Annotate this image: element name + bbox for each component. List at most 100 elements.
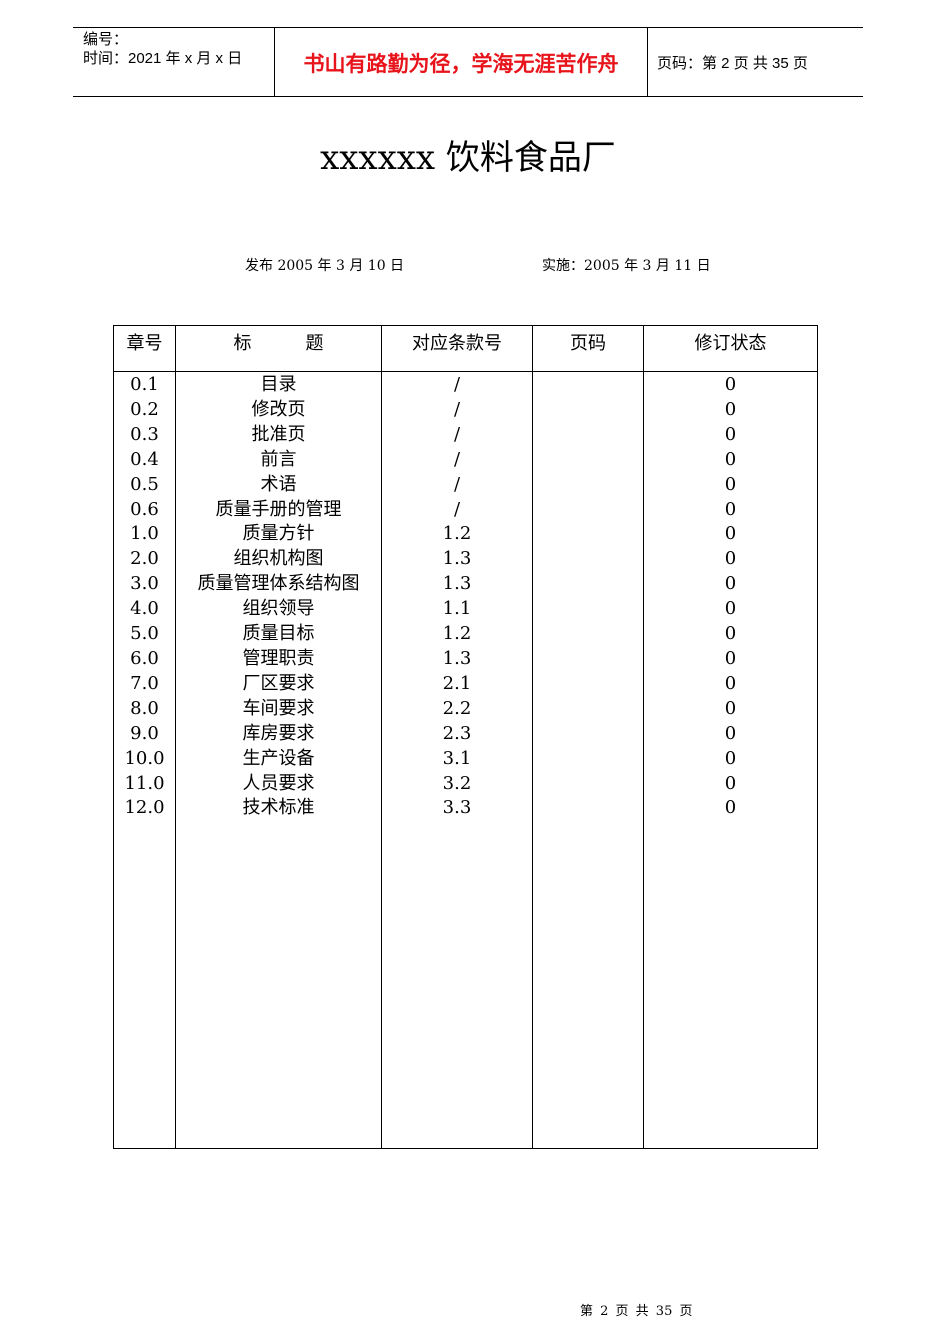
- table-cell: 组织领导: [175, 597, 382, 623]
- table-cell: 0.6: [113, 497, 176, 523]
- table-cell: [381, 821, 533, 1149]
- table-cell: 10.0: [113, 746, 176, 772]
- table-cell: 4.0: [113, 597, 176, 623]
- table-cell: 目录: [175, 371, 382, 398]
- table-cell: 0.2: [113, 397, 176, 423]
- table-cell: 5.0: [113, 622, 176, 647]
- table-cell: 3.3: [381, 796, 533, 822]
- column-header: 对应条款号: [381, 325, 533, 372]
- header-meta: 编号： 时间：2021 年 x 月 x 日: [83, 30, 242, 68]
- table-row: 0.2 修改页/ 0: [113, 397, 818, 423]
- table-cell: [532, 771, 644, 797]
- table-cell: 0: [643, 371, 818, 398]
- table-cell: 3.0: [113, 572, 176, 598]
- column-header: 标 题: [175, 325, 382, 372]
- table-cell: [532, 397, 644, 423]
- table-cell: 2.1: [381, 671, 533, 697]
- table-cell: 质量管理体系结构图: [175, 572, 382, 598]
- table-cell: /: [381, 397, 533, 423]
- table-cell: 1.3: [381, 646, 533, 672]
- table-row: 5.0 质量目标 1.2 0: [113, 622, 818, 647]
- column-header: 修订状态: [643, 325, 818, 372]
- table-row: 9.0 库房要求 2.3 0: [113, 721, 818, 747]
- table-cell: 1.2: [381, 522, 533, 548]
- table-cell: [532, 497, 644, 523]
- table-cell: 人员要求: [175, 771, 382, 797]
- table-cell: 0: [643, 497, 818, 523]
- table-row: 11.0 人员要求 3.2 0: [113, 771, 818, 797]
- table-cell: [532, 671, 644, 697]
- table-row: 6.0 管理职责 1.3 0: [113, 646, 818, 672]
- table-row: 0.6 质量手册的管理/ 0: [113, 497, 818, 523]
- table-cell: 0: [643, 746, 818, 772]
- table-row: 1.0 质量方针 1.2 0: [113, 522, 818, 548]
- page-info: 页码：第 2 页 共 35 页: [657, 55, 808, 72]
- table-row: 10.0 生产设备 3.1 0: [113, 746, 818, 772]
- table-row: 4.0 组织领导 1.1 0: [113, 597, 818, 623]
- table-cell: 0: [643, 646, 818, 672]
- table-cell: 0: [643, 671, 818, 697]
- divider: [647, 28, 648, 96]
- document-title: xxxxxx 饮料食品厂: [320, 138, 616, 178]
- table-cell: [532, 746, 644, 772]
- table-cell: /: [381, 447, 533, 473]
- table-cell: 7.0: [113, 671, 176, 697]
- column-header: 页码: [532, 325, 644, 372]
- table-cell: [532, 422, 644, 448]
- table-row: 3.0 质量管理体系结构图 1.3 0: [113, 572, 818, 598]
- table-cell: 0: [643, 597, 818, 623]
- table-cell: 技术标准: [175, 796, 382, 822]
- table-cell: 批准页: [175, 422, 382, 448]
- table-cell: 厂区要求: [175, 671, 382, 697]
- table-header: 章号标 题对应条款号 页码 修订状态: [113, 325, 818, 372]
- table-cell: 9.0: [113, 721, 176, 747]
- table-row: 7.0 厂区要求 2.1 0: [113, 671, 818, 697]
- table-cell: 0: [643, 622, 818, 647]
- table-cell: /: [381, 422, 533, 448]
- table-cell: 前言: [175, 447, 382, 473]
- table-cell: 0: [643, 447, 818, 473]
- table-cell: [532, 522, 644, 548]
- table-cell: 0: [643, 397, 818, 423]
- table-cell: [643, 821, 818, 1149]
- table-cell: 0: [643, 771, 818, 797]
- table-cell: 0: [643, 422, 818, 448]
- table-cell: 库房要求: [175, 721, 382, 747]
- table-row: 0.5 术语/ 0: [113, 472, 818, 498]
- table-cell: 0.4: [113, 447, 176, 473]
- table-cell: /: [381, 371, 533, 398]
- table-row: 0.1 目录/ 0: [113, 371, 818, 398]
- table-cell: 11.0: [113, 771, 176, 797]
- table-cell: 1.3: [381, 572, 533, 598]
- table-cell: [532, 696, 644, 722]
- table-cell: 0: [643, 721, 818, 747]
- table-cell: 术语: [175, 472, 382, 498]
- table-cell: 3.1: [381, 746, 533, 772]
- table-cell: 6.0: [113, 646, 176, 672]
- table-cell: 0: [643, 696, 818, 722]
- table-cell: [532, 622, 644, 647]
- table-cell: [532, 721, 644, 747]
- table-cell: [532, 646, 644, 672]
- table-cell: 1.1: [381, 597, 533, 623]
- table-cell: 0.3: [113, 422, 176, 448]
- divider: [274, 28, 275, 96]
- table-cell: 0: [643, 572, 818, 598]
- table-cell: 生产设备: [175, 746, 382, 772]
- table-row: 12.0 技术标准 3.3 0: [113, 796, 818, 822]
- table-cell: 0: [643, 472, 818, 498]
- table-cell: [175, 821, 382, 1149]
- table-cell: 0: [643, 522, 818, 548]
- table-cell: 0.1: [113, 371, 176, 398]
- table-row: 0.4 前言/ 0: [113, 447, 818, 473]
- table-cell: 质量手册的管理: [175, 497, 382, 523]
- table-cell: [532, 371, 644, 398]
- publish-date: 发布 2005 年 3 月 10 日: [245, 258, 405, 274]
- table-row: 8.0 车间要求 2.2 0: [113, 696, 818, 722]
- empty-row: [113, 821, 818, 1149]
- table-cell: 0: [643, 796, 818, 822]
- table-cell: 0: [643, 547, 818, 573]
- table-cell: 2.0: [113, 547, 176, 573]
- table-cell: 1.2: [381, 622, 533, 647]
